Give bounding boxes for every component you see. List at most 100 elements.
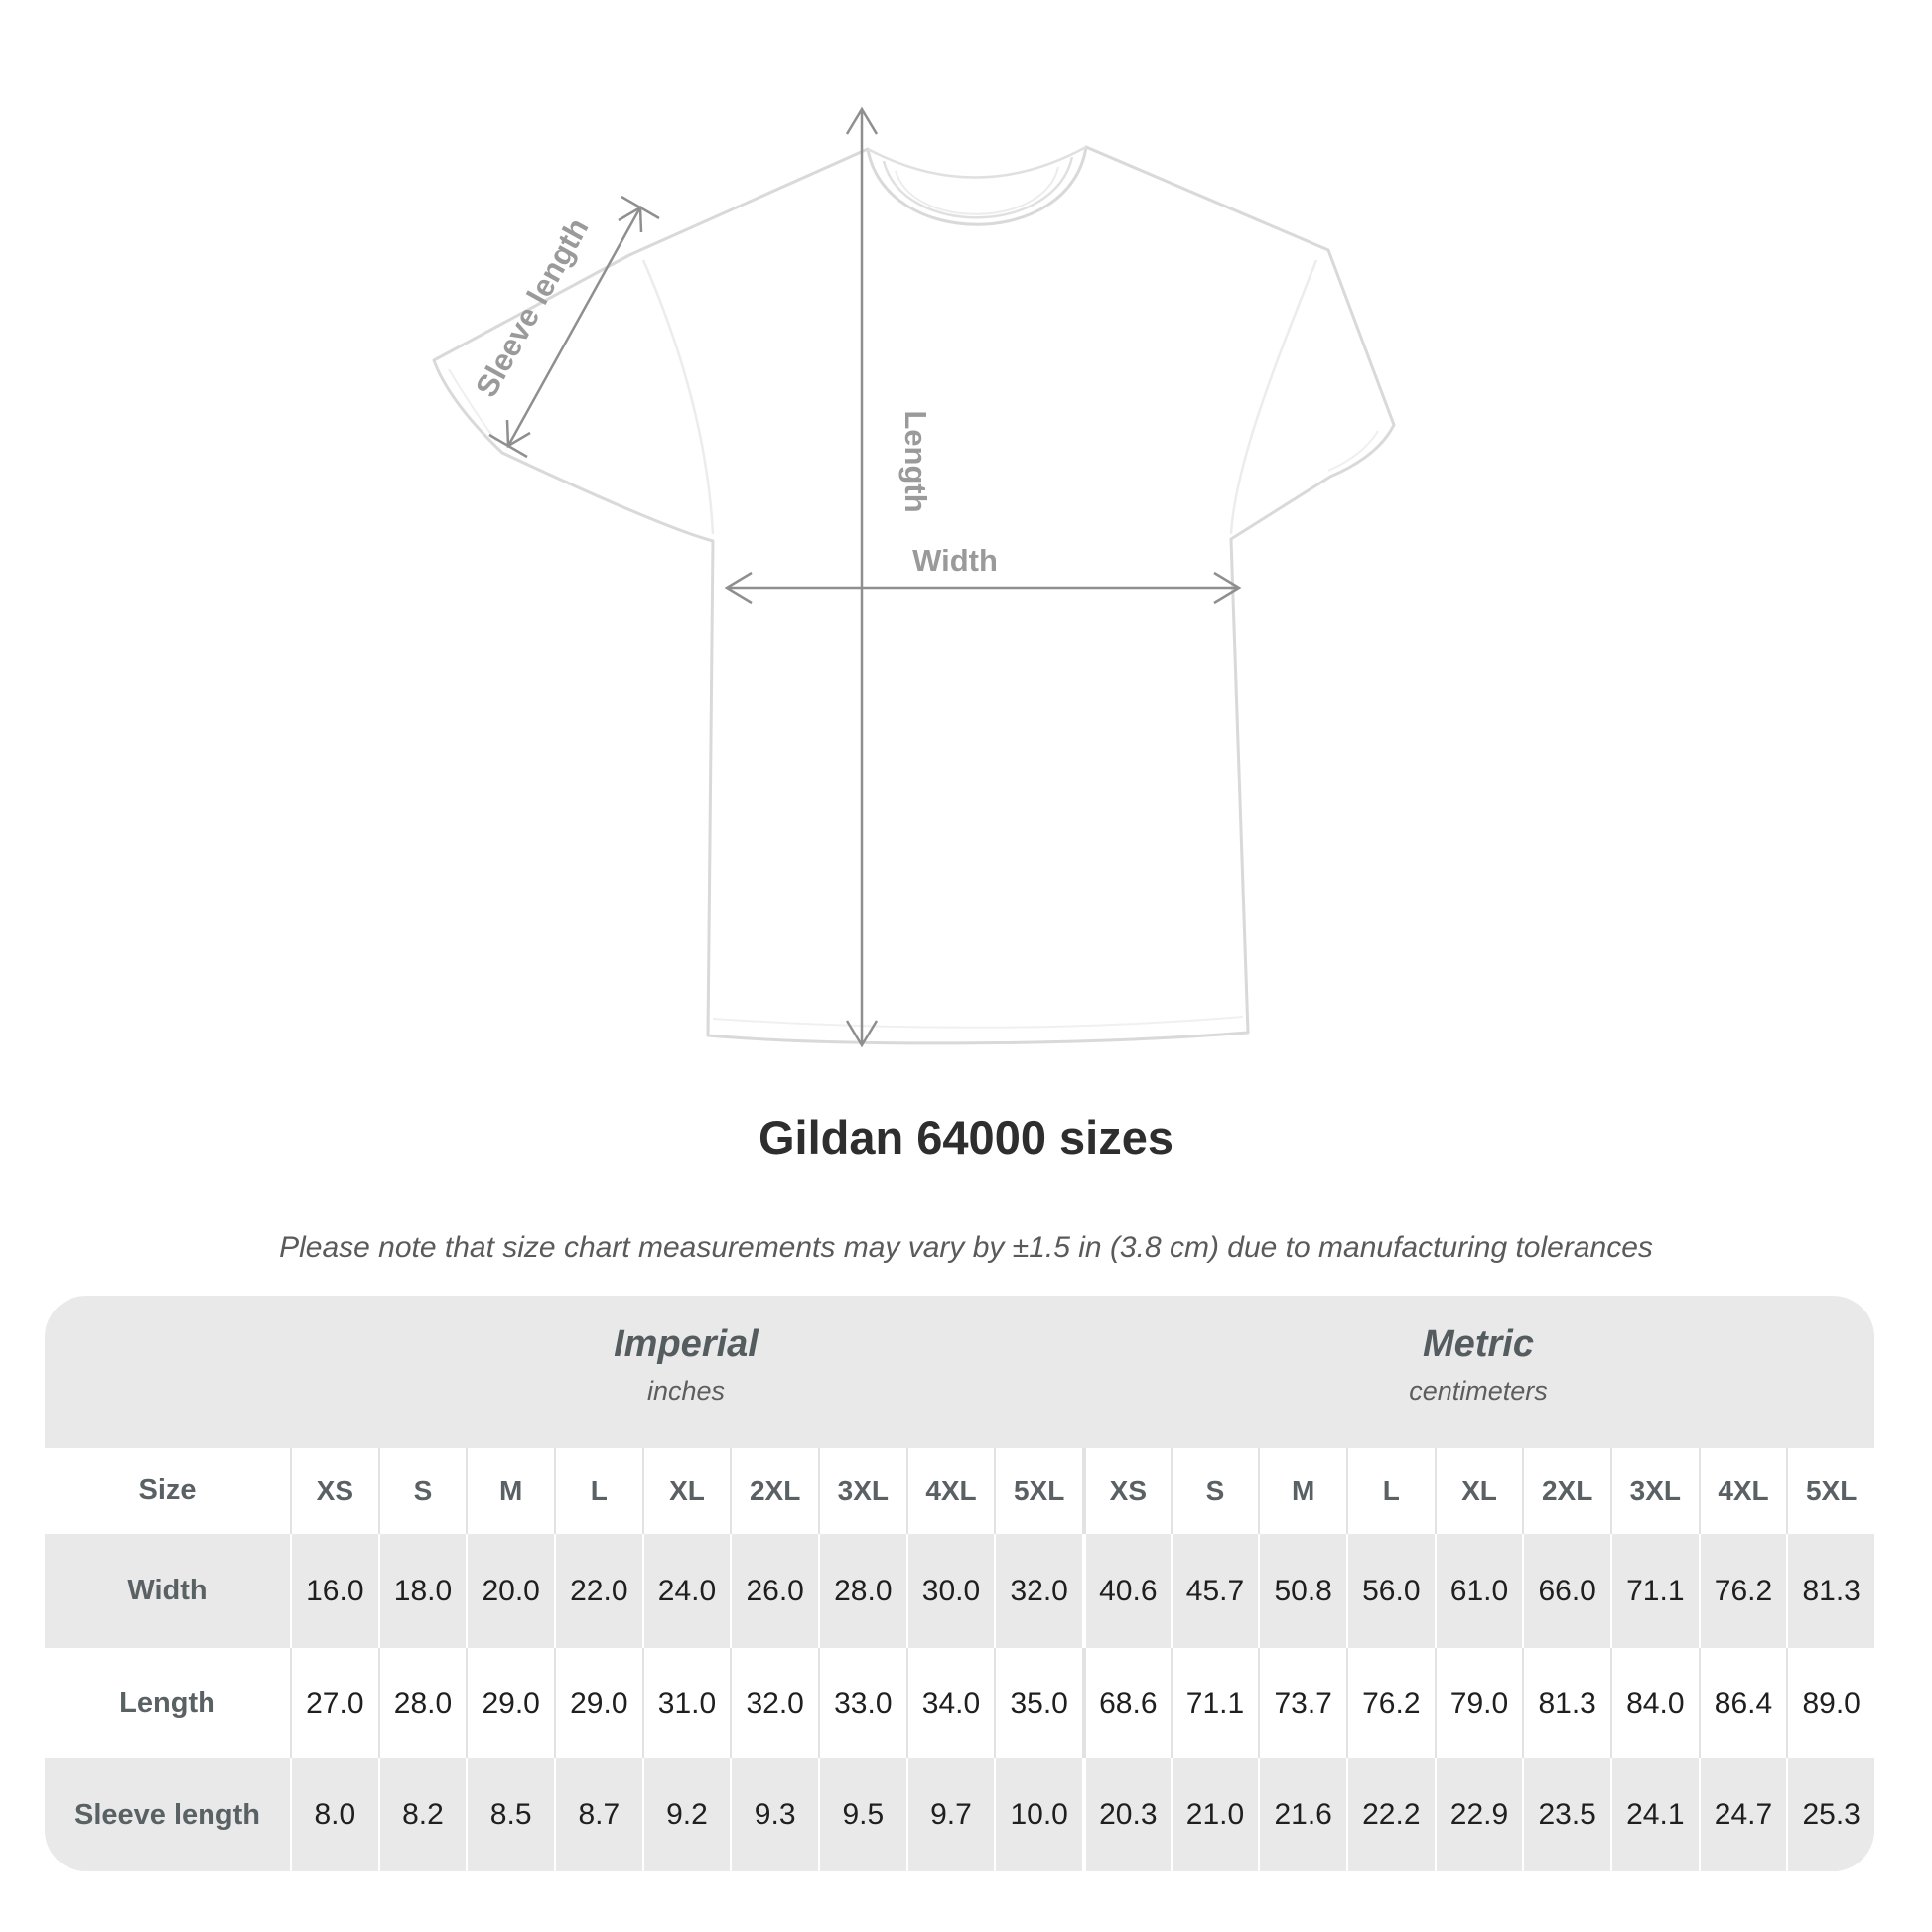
table-header: Imperial inches Metric centimeters <box>45 1296 1874 1448</box>
value-cell: 68.6 <box>1081 1648 1171 1758</box>
value-cell: 61.0 <box>1434 1534 1523 1648</box>
value-cell: 21.0 <box>1170 1758 1259 1871</box>
table-row-sleeve-length: Sleeve length 8.0 8.2 8.5 8.7 9.2 9.3 9.… <box>45 1758 1874 1871</box>
value-cell: 35.0 <box>994 1648 1082 1758</box>
value-cell: 24.0 <box>641 1534 731 1648</box>
right-armhole-seam <box>1229 259 1318 535</box>
value-cell: 20.0 <box>466 1534 554 1648</box>
table-row-width: Width 16.0 18.0 20.0 22.0 24.0 26.0 28.0… <box>45 1534 1874 1648</box>
value-cell: 84.0 <box>1609 1648 1699 1758</box>
value-cell: 8.5 <box>466 1758 554 1871</box>
imperial-title: Imperial <box>614 1323 759 1365</box>
value-cell: 24.7 <box>1698 1758 1787 1871</box>
tshirt-illustration <box>432 145 1396 1045</box>
page-subtitle: Please note that size chart measurements… <box>279 1231 1653 1264</box>
value-cell: 23.5 <box>1522 1758 1610 1871</box>
value-cell: 9.5 <box>817 1758 906 1871</box>
size-cell: M <box>1258 1448 1346 1534</box>
value-cell: 81.3 <box>1786 1534 1874 1648</box>
size-cell: 3XL <box>817 1448 906 1534</box>
shirt-outline <box>432 145 1396 1045</box>
value-cell: 22.0 <box>553 1534 642 1648</box>
size-cell: XL <box>1434 1448 1523 1534</box>
size-cell: 5XL <box>1786 1448 1874 1534</box>
size-cell: XL <box>641 1448 731 1534</box>
value-cell: 32.0 <box>994 1534 1082 1648</box>
value-cell: 27.0 <box>290 1648 378 1758</box>
value-cell: 71.1 <box>1609 1534 1699 1648</box>
value-cell: 30.0 <box>905 1534 995 1648</box>
value-cell: 29.0 <box>466 1648 554 1758</box>
row-label: Length <box>119 1687 215 1719</box>
size-corner-label: Size <box>138 1474 197 1506</box>
width-arrow <box>724 571 1242 605</box>
page-title: Gildan 64000 sizes <box>758 1111 1174 1164</box>
hem-stitch <box>712 1016 1244 1029</box>
header-spacer <box>45 1296 290 1448</box>
right-sleeve-stitch <box>1327 430 1379 472</box>
value-cell: 28.0 <box>377 1648 467 1758</box>
value-cell: 81.3 <box>1522 1648 1610 1758</box>
collar-stitch-icon <box>895 166 1059 215</box>
value-cell: 89.0 <box>1786 1648 1874 1758</box>
metric-units: centimeters <box>1409 1375 1548 1406</box>
size-cell: L <box>553 1448 642 1534</box>
value-cell: 8.7 <box>553 1758 642 1871</box>
value-cell: 20.3 <box>1081 1758 1171 1871</box>
value-cell: 9.3 <box>730 1758 818 1871</box>
value-cell: 40.6 <box>1081 1534 1171 1648</box>
value-cell: 76.2 <box>1698 1534 1787 1648</box>
value-cell: 73.7 <box>1258 1648 1346 1758</box>
value-cell: 28.0 <box>817 1534 906 1648</box>
size-table: Imperial inches Metric centimeters Size … <box>45 1296 1874 1871</box>
value-cell: 34.0 <box>905 1648 995 1758</box>
sleeve-arrow-ticks <box>488 195 660 459</box>
width-label: Width <box>912 543 998 578</box>
size-cell: 4XL <box>1698 1448 1787 1534</box>
size-cell: XS <box>290 1448 378 1534</box>
size-cell: XS <box>1081 1448 1171 1534</box>
imperial-units: inches <box>646 1375 726 1406</box>
value-cell: 71.1 <box>1170 1648 1259 1758</box>
size-cell: S <box>377 1448 467 1534</box>
value-cell: 56.0 <box>1345 1534 1435 1648</box>
collar-inner-icon <box>882 156 1074 219</box>
size-cell: L <box>1345 1448 1435 1534</box>
size-cell: S <box>1170 1448 1259 1534</box>
value-cell: 25.3 <box>1786 1758 1874 1871</box>
size-cell: 4XL <box>905 1448 995 1534</box>
left-armhole-seam <box>641 259 715 535</box>
value-cell: 79.0 <box>1434 1648 1523 1758</box>
table-row-length: Length 27.0 28.0 29.0 29.0 31.0 32.0 33.… <box>45 1648 1874 1758</box>
metric-header: Metric centimeters <box>1082 1296 1874 1448</box>
value-cell: 76.2 <box>1345 1648 1435 1758</box>
value-cell: 86.4 <box>1698 1648 1787 1758</box>
value-cell: 66.0 <box>1522 1534 1610 1648</box>
size-cell: 5XL <box>994 1448 1082 1534</box>
length-label: Length <box>898 410 933 512</box>
measurement-lines <box>488 106 1242 1048</box>
row-label: Width <box>127 1575 207 1606</box>
metric-title: Metric <box>1423 1323 1534 1365</box>
value-cell: 31.0 <box>641 1648 731 1758</box>
value-cell: 9.7 <box>905 1758 995 1871</box>
value-cell: 22.2 <box>1345 1758 1435 1871</box>
value-cell: 50.8 <box>1258 1534 1346 1648</box>
imperial-header: Imperial inches <box>290 1296 1082 1448</box>
value-cell: 8.2 <box>377 1758 467 1871</box>
size-cell: 2XL <box>730 1448 818 1534</box>
value-cell: 16.0 <box>290 1534 378 1648</box>
value-cell: 9.2 <box>641 1758 731 1871</box>
value-cell: 26.0 <box>730 1534 818 1648</box>
value-cell: 18.0 <box>377 1534 467 1648</box>
size-cell: 3XL <box>1609 1448 1699 1534</box>
value-cell: 45.7 <box>1170 1534 1259 1648</box>
value-cell: 8.0 <box>290 1758 378 1871</box>
length-arrow <box>845 106 879 1048</box>
value-cell: 32.0 <box>730 1648 818 1758</box>
collar-back-icon <box>867 145 1087 179</box>
size-cell: M <box>466 1448 554 1534</box>
value-cell: 21.6 <box>1258 1758 1346 1871</box>
tshirt-diagram: Sleeve length Length Width <box>432 106 1396 1048</box>
